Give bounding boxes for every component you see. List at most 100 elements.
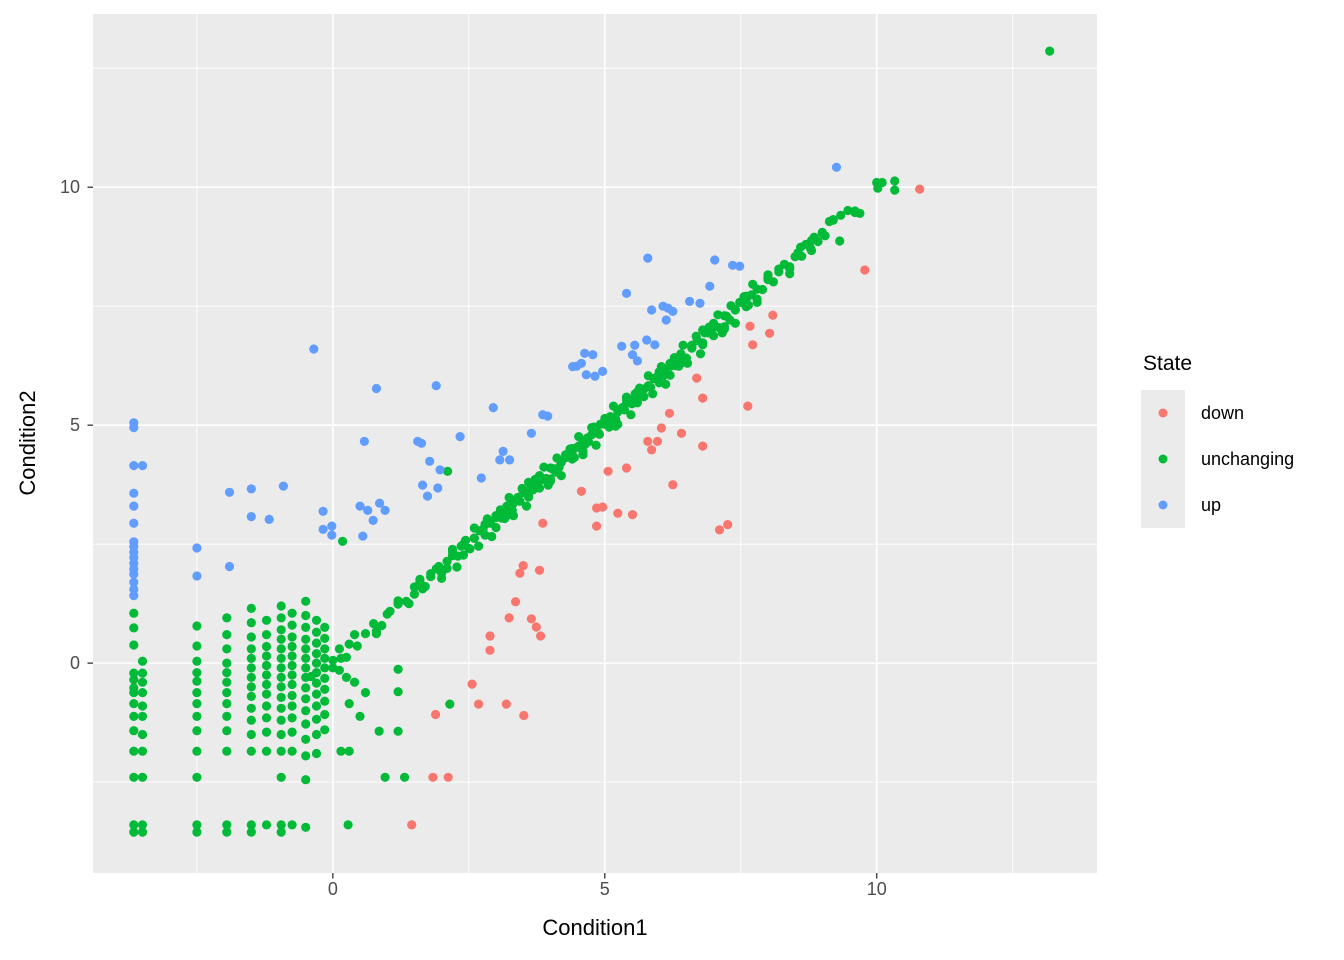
data-point-unchanging [192, 827, 202, 837]
data-point-up [355, 501, 365, 511]
data-point-down [915, 184, 925, 194]
data-point-unchanging [336, 746, 346, 756]
data-point-up [129, 591, 139, 601]
data-point-up [327, 521, 337, 531]
data-point-unchanging [465, 544, 475, 554]
data-point-up [590, 371, 600, 381]
data-point-unchanging [674, 361, 684, 371]
data-point-down [431, 709, 441, 720]
data-point-unchanging [301, 610, 311, 621]
data-point-down [474, 699, 484, 709]
data-point-unchanging [192, 656, 202, 666]
data-point-unchanging [695, 349, 706, 359]
data-point-unchanging [567, 451, 577, 461]
data-point-unchanging [632, 393, 643, 404]
data-point-up [129, 501, 139, 511]
data-point-unchanging [554, 462, 564, 472]
data-point-unchanging [276, 653, 286, 664]
data-point-up [129, 423, 139, 433]
data-point-down [504, 613, 514, 623]
data-point-unchanging [276, 625, 286, 635]
data-point-unchanging [824, 216, 835, 227]
data-point-unchanging [246, 715, 256, 725]
data-point-unchanging [730, 318, 740, 328]
data-point-up [246, 484, 256, 494]
legend-point-icon [1158, 500, 1168, 510]
data-point-up [588, 350, 598, 360]
data-point-unchanging [311, 678, 322, 688]
data-point-unchanging [287, 746, 297, 756]
data-point-unchanging [593, 428, 603, 438]
data-point-unchanging [222, 827, 232, 837]
data-point-unchanging [820, 231, 830, 241]
data-point-unchanging [246, 618, 256, 628]
data-point-down [656, 423, 667, 433]
data-point-unchanging [192, 726, 202, 736]
data-point-down [765, 328, 775, 338]
legend-item: unchanging [1141, 436, 1294, 482]
data-point-unchanging [743, 300, 754, 310]
data-point-down [647, 445, 657, 455]
data-point-unchanging [320, 663, 330, 673]
data-point-unchanging [393, 687, 403, 697]
data-point-unchanging [246, 603, 256, 614]
data-point-unchanging [246, 663, 256, 673]
data-point-up [642, 335, 652, 345]
data-point-unchanging [890, 176, 900, 186]
data-point-unchanging [445, 699, 455, 709]
data-point-unchanging [552, 453, 562, 463]
data-point-unchanging [643, 371, 653, 381]
data-point-up [359, 436, 369, 446]
data-point-down [576, 486, 587, 496]
data-point-up [705, 281, 715, 291]
data-point-unchanging [502, 508, 512, 518]
data-point-unchanging [722, 311, 732, 321]
data-point-unchanging [301, 694, 311, 704]
data-point-unchanging [137, 827, 148, 837]
data-point-up [435, 465, 445, 475]
data-point-unchanging [192, 621, 202, 631]
data-point-unchanging [805, 243, 816, 253]
data-point-unchanging [287, 641, 297, 652]
data-point-down [714, 525, 725, 535]
data-point-unchanging [261, 651, 272, 661]
data-point-unchanging [287, 608, 297, 618]
data-point-unchanging [843, 205, 853, 216]
data-point-down [510, 597, 521, 607]
data-point-unchanging [137, 711, 148, 722]
data-point-down [515, 568, 525, 578]
data-point-unchanging [377, 620, 387, 631]
data-point-unchanging [129, 668, 139, 678]
data-point-unchanging [192, 668, 202, 678]
data-point-up [617, 341, 627, 351]
data-point-unchanging [137, 772, 148, 782]
data-point-up [735, 261, 745, 271]
data-point-up [695, 298, 705, 308]
data-point-up [576, 358, 587, 368]
data-point-unchanging [352, 641, 362, 651]
data-point-unchanging [287, 651, 297, 661]
data-point-up [710, 255, 720, 265]
data-point-unchanging [287, 713, 297, 723]
data-point-unchanging [478, 524, 488, 535]
data-point-unchanging [556, 471, 566, 481]
legend-item: up [1141, 482, 1294, 528]
data-point-unchanging [698, 340, 708, 350]
data-point-unchanging [261, 820, 272, 830]
data-point-up [327, 530, 337, 540]
data-point-unchanging [246, 644, 256, 654]
data-point-unchanging [301, 822, 311, 832]
data-point-unchanging [301, 719, 311, 729]
legend-item: down [1141, 390, 1294, 436]
data-point-unchanging [393, 598, 403, 608]
data-point-up [433, 483, 443, 493]
data-point-up [668, 306, 678, 316]
data-point-unchanging [528, 485, 538, 495]
legend-item-label: up [1201, 494, 1222, 515]
data-point-unchanging [261, 701, 272, 711]
data-point-unchanging [691, 331, 701, 341]
data-point-unchanging [752, 297, 762, 307]
data-point-unchanging [287, 820, 297, 830]
data-point-up [831, 162, 842, 172]
